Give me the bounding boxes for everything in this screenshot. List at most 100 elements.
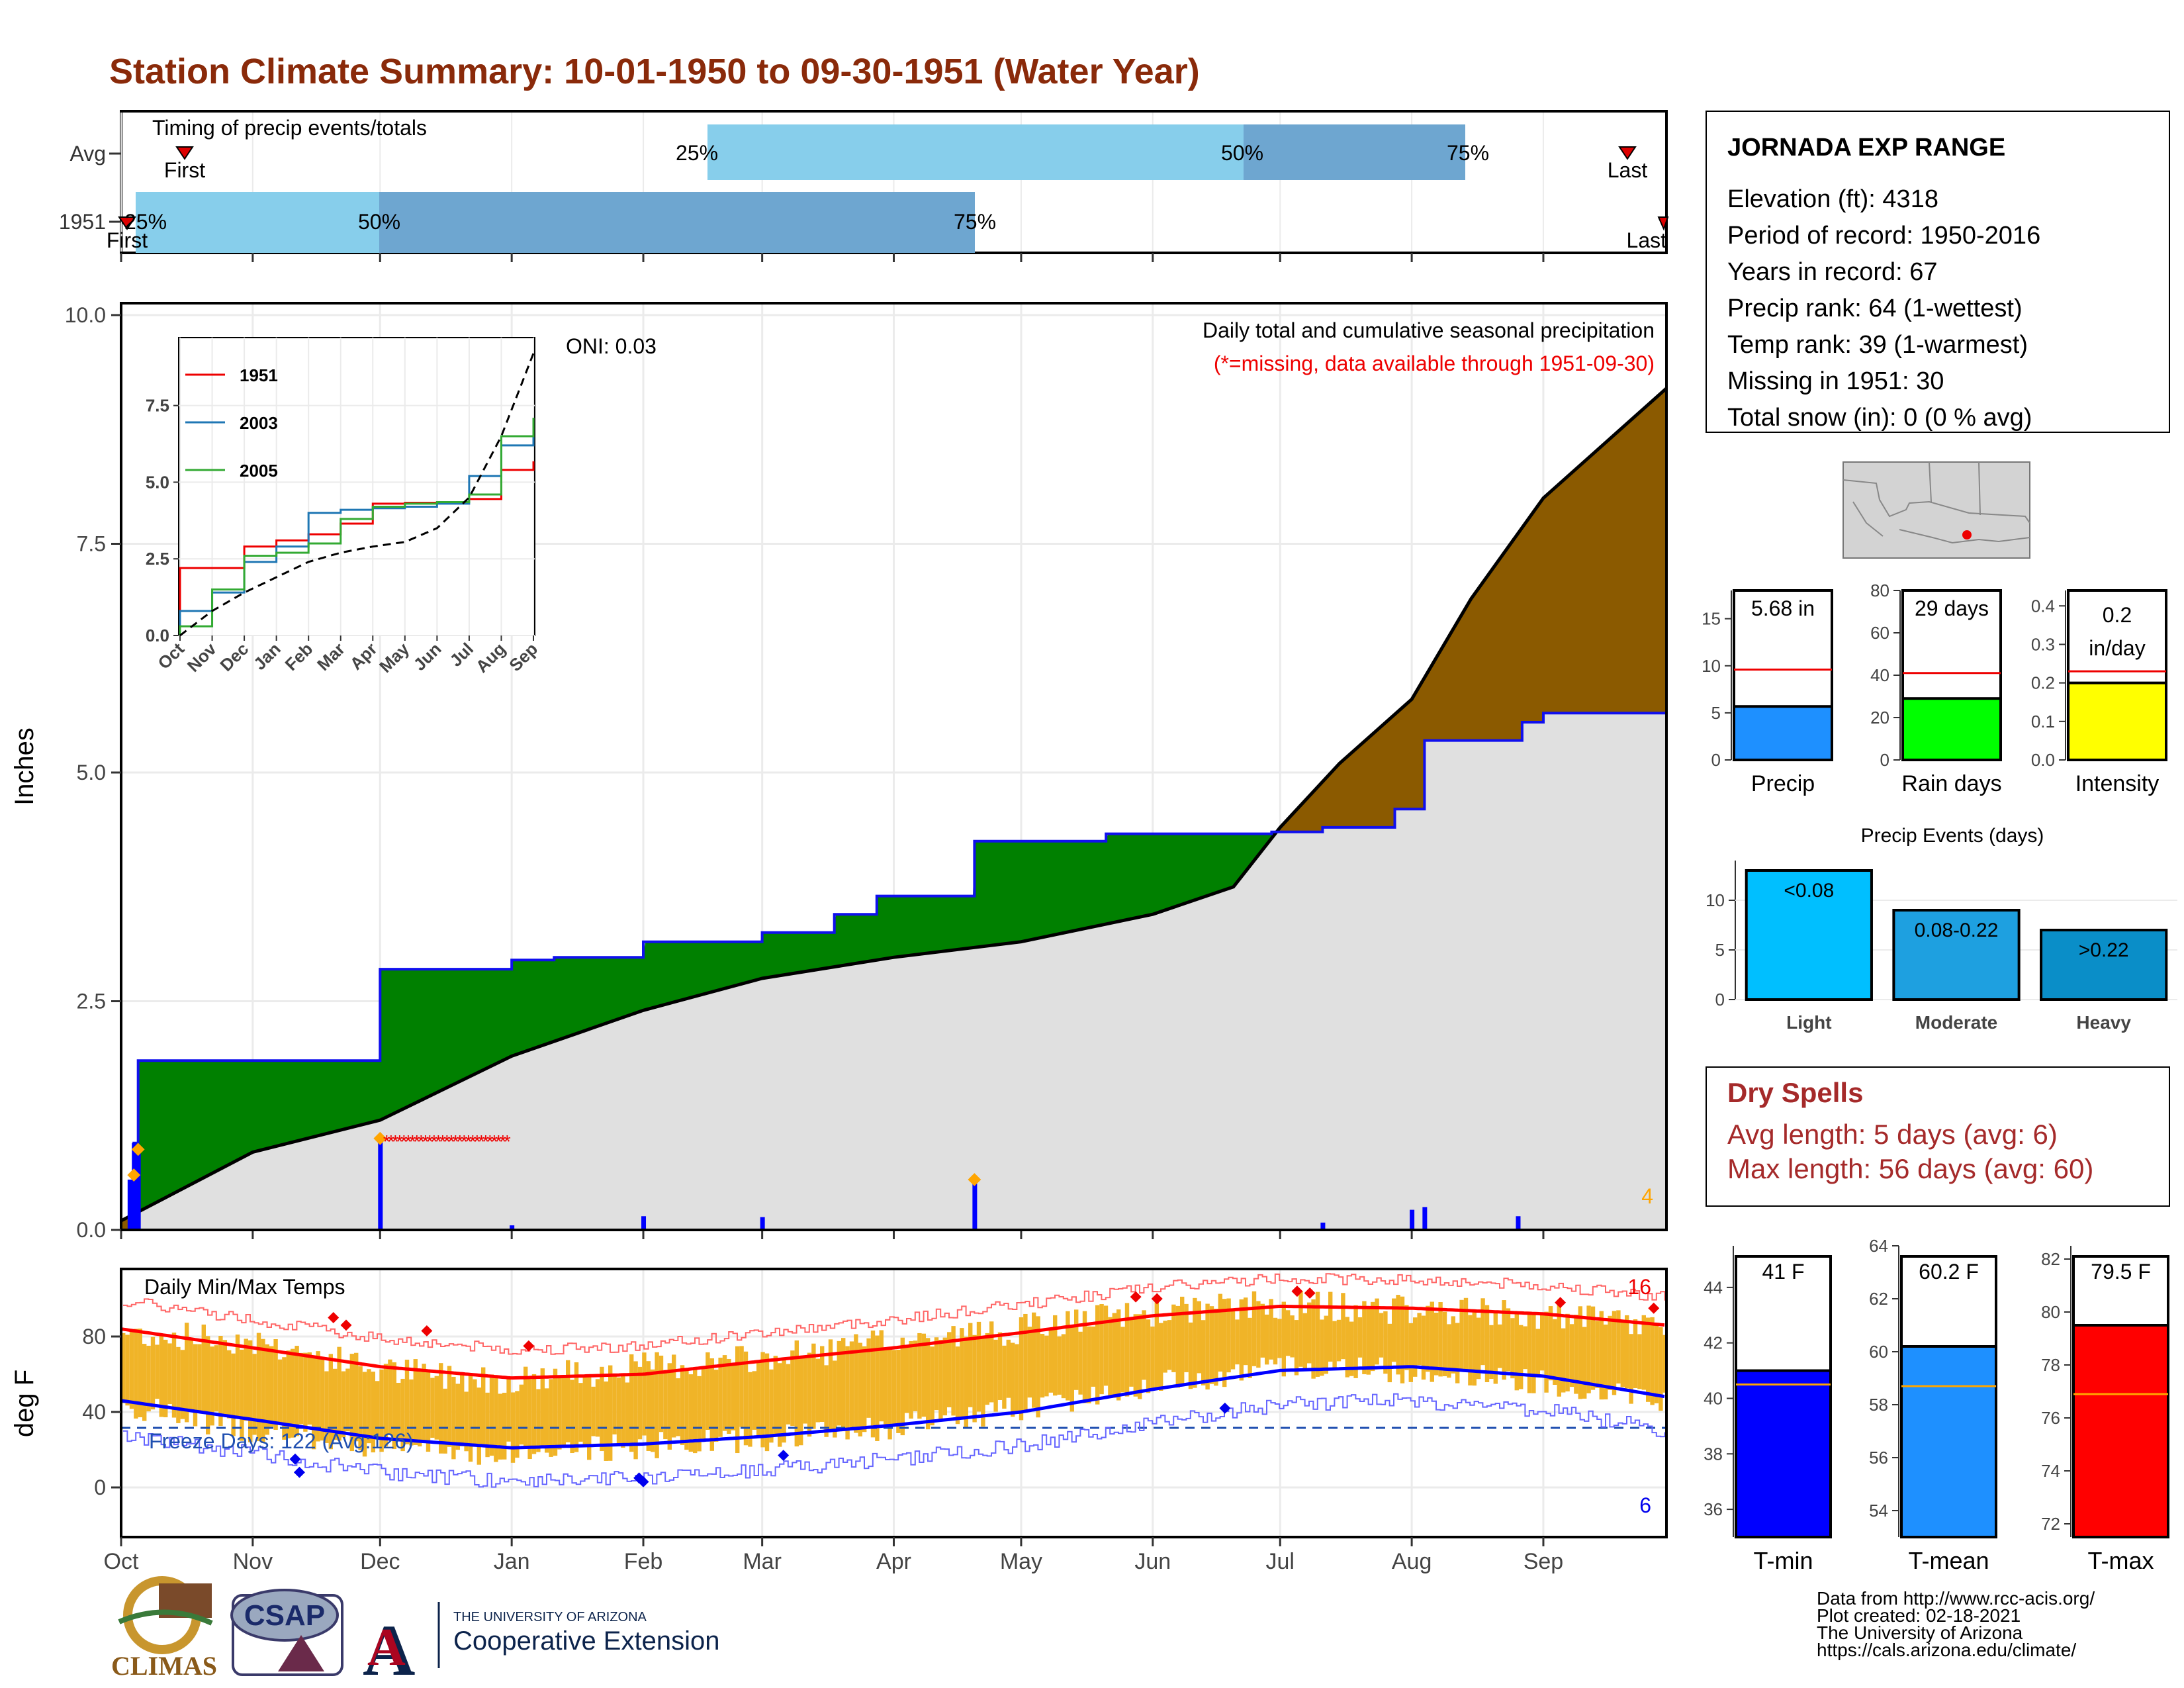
- mini-ytick-label: 5: [1711, 703, 1721, 723]
- daily-temp-bar: [981, 1337, 985, 1427]
- daily-temp-bar: [693, 1368, 698, 1454]
- daily-temp-bar: [917, 1333, 922, 1419]
- daily-temp-bar: [1514, 1313, 1519, 1391]
- temp-xtick-label: Oct: [104, 1549, 139, 1574]
- daily-temp-bar: [341, 1371, 346, 1438]
- daily-temp-bar: [1171, 1304, 1176, 1372]
- daily-temp-bar: [298, 1352, 304, 1425]
- daily-temp-bar: [1226, 1298, 1231, 1373]
- daily-temp-bar: [1150, 1326, 1155, 1388]
- temp-xtick-label: Mar: [743, 1549, 782, 1574]
- daily-temp-bar: [764, 1353, 770, 1452]
- daily-temp-bar: [1426, 1305, 1430, 1372]
- daily-temp-bar: [891, 1350, 897, 1427]
- temp-value-label: 60.2 F: [1919, 1260, 1979, 1284]
- daily-temp-bar: [1133, 1314, 1138, 1397]
- mini-ytick-label: 0: [1880, 750, 1889, 770]
- daily-temp-bar: [646, 1361, 651, 1451]
- daily-temp-bar: [337, 1346, 341, 1441]
- daily-temp-bar: [189, 1338, 193, 1410]
- daily-temp-bar: [1290, 1315, 1295, 1358]
- daily-temp-bar: [642, 1352, 647, 1436]
- missing-mark: *: [426, 1131, 433, 1152]
- daily-temp-bar: [1099, 1303, 1104, 1395]
- daily-temp-bar: [870, 1330, 876, 1438]
- mini-ytick-label: 0: [1711, 750, 1721, 770]
- daily-precip-bar: [1410, 1209, 1415, 1230]
- temp-summary-bar: [1735, 1369, 1832, 1539]
- daily-temp-bar: [1599, 1311, 1604, 1400]
- daily-temp-bar: [854, 1334, 858, 1433]
- daily-temp-bar: [1438, 1302, 1443, 1377]
- daily-temp-bar: [909, 1340, 913, 1419]
- daily-temp-bar: [778, 1363, 782, 1447]
- daily-temp-bar: [506, 1378, 511, 1442]
- daily-temp-bar: [1281, 1301, 1286, 1377]
- daily-temp-bar: [1612, 1311, 1617, 1395]
- daily-temp-bar: [362, 1372, 367, 1457]
- daily-temp-bar: [820, 1346, 825, 1422]
- daily-temp-bar: [150, 1336, 156, 1410]
- daily-temp-bar: [735, 1346, 740, 1454]
- daily-temp-bar: [185, 1323, 189, 1423]
- daily-temp-bar: [600, 1366, 604, 1452]
- daily-temp-bar: [595, 1379, 600, 1437]
- daily-temp-bar: [587, 1376, 592, 1460]
- daily-temp-bar: [142, 1344, 147, 1421]
- yr-iqr-dark: [379, 192, 975, 253]
- daily-temp-bar: [138, 1329, 142, 1417]
- daily-temp-bar: [1019, 1317, 1024, 1421]
- timing-panel: Timing of precip events/totals Avg 1951 …: [59, 110, 1669, 262]
- temp-bar-ytick-label: 44: [1704, 1278, 1723, 1297]
- missing-mark: *: [486, 1131, 494, 1152]
- daily-temp-bar: [799, 1356, 803, 1446]
- daily-temp-bar: [1175, 1305, 1180, 1388]
- mini-bar: [1901, 697, 2002, 761]
- daily-temp-bar: [1197, 1301, 1201, 1374]
- daily-temp-bar: [591, 1386, 596, 1436]
- daily-temp-bar: [884, 1349, 888, 1425]
- mini-ytick-label: 60: [1870, 623, 1889, 643]
- daily-temp-bar: [303, 1352, 308, 1432]
- daily-temp-bar: [201, 1324, 206, 1412]
- event-category-label: Light: [1786, 1012, 1831, 1033]
- daily-temp-bar: [1167, 1320, 1172, 1370]
- record-high-marker: [523, 1340, 535, 1352]
- extreme-marker: [968, 1173, 981, 1186]
- daily-temp-bar: [418, 1372, 422, 1447]
- daily-temp-bar: [926, 1338, 931, 1430]
- daily-temp-bar: [1061, 1334, 1066, 1399]
- daily-temp-bar: [227, 1350, 232, 1419]
- daily-temp-bar: [1421, 1315, 1426, 1380]
- daily-temp-bar: [210, 1346, 214, 1426]
- station-box: [1706, 111, 2170, 433]
- daily-temp-bar: [523, 1366, 528, 1448]
- station-info: JORNADA EXP RANGE Elevation (ft): 4318 Pe…: [1706, 111, 2170, 433]
- daily-temp-bar: [1180, 1296, 1185, 1385]
- daily-temp-bar: [1023, 1313, 1028, 1411]
- avg-tmin-line: [120, 1365, 1665, 1450]
- daily-temp-bar: [312, 1356, 316, 1450]
- daily-temp-bar: [578, 1383, 583, 1442]
- temp-bar-ytick-label: 80: [2041, 1302, 2060, 1322]
- missing-mark: *: [499, 1131, 506, 1152]
- daily-temp-bar: [1434, 1312, 1439, 1376]
- daily-temp-bar: [481, 1367, 486, 1446]
- daily-temp-bar: [570, 1380, 574, 1454]
- avg-iqr-light: [707, 124, 1244, 180]
- daily-temp-bar: [1442, 1311, 1447, 1377]
- daily-temp-bar: [731, 1364, 735, 1430]
- daily-temp-bar: [231, 1353, 236, 1436]
- daily-temp-bar: [545, 1388, 549, 1453]
- record-high-marker: [1555, 1297, 1567, 1309]
- daily-temp-bar: [582, 1377, 587, 1446]
- summary-bars: 0 5 10 15 5.68 in Precip 0 20 40 60 80 29 days Rain …: [1702, 581, 2167, 796]
- daily-temp-bar: [866, 1338, 871, 1418]
- temp-bar-ytick-label: 82: [2041, 1249, 2060, 1269]
- daily-temp-bar: [997, 1332, 1003, 1400]
- daily-temp-bar: [349, 1354, 354, 1452]
- daily-temp-bar: [1455, 1323, 1460, 1383]
- mini-ytick-label: 40: [1870, 665, 1889, 685]
- daily-temp-bar: [269, 1346, 274, 1427]
- daily-temp-bar: [1574, 1315, 1578, 1394]
